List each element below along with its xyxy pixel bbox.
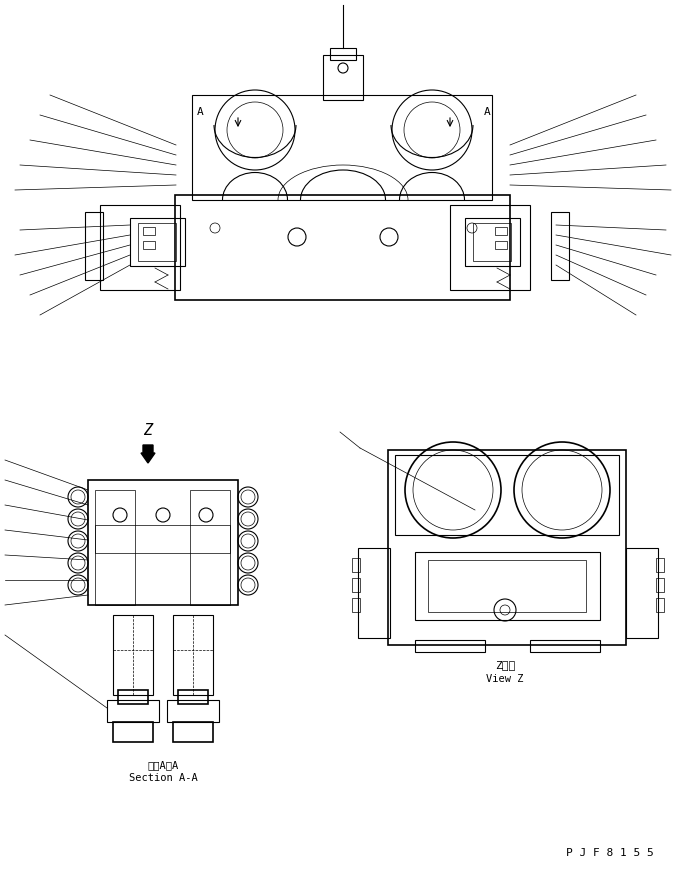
Text: A: A	[197, 107, 203, 117]
Bar	[143, 241, 155, 249]
Bar	[178, 690, 208, 704]
Bar	[143, 227, 155, 235]
Bar	[415, 640, 485, 652]
Bar	[167, 700, 219, 722]
Bar	[113, 615, 153, 695]
Bar	[88, 480, 238, 605]
Bar	[85, 212, 103, 280]
Text: Z: Z	[143, 422, 152, 437]
Text: Section A-A: Section A-A	[129, 773, 198, 783]
Bar	[358, 548, 390, 638]
Text: 断面A－A: 断面A－A	[147, 760, 178, 770]
Bar	[138, 223, 176, 261]
Bar	[173, 615, 213, 695]
Bar	[352, 598, 360, 612]
Bar	[450, 205, 530, 290]
Text: Z　視: Z 視	[495, 660, 515, 670]
Bar	[107, 700, 159, 722]
Bar	[530, 640, 600, 652]
Bar	[551, 212, 569, 280]
Bar	[118, 690, 148, 704]
Bar	[473, 223, 511, 261]
Text: P J F 8 1 5 5: P J F 8 1 5 5	[566, 848, 654, 858]
Bar	[656, 578, 664, 592]
Bar	[495, 227, 507, 235]
Bar	[626, 548, 658, 638]
Bar	[495, 241, 507, 249]
Text: A: A	[484, 107, 490, 117]
Bar	[465, 218, 520, 266]
Bar	[190, 490, 230, 605]
Bar	[352, 558, 360, 572]
Bar	[415, 552, 600, 620]
Bar	[428, 560, 586, 612]
Bar	[173, 722, 213, 742]
Bar	[352, 578, 360, 592]
Bar	[95, 525, 230, 553]
Text: View Z: View Z	[486, 674, 523, 684]
Bar	[100, 205, 180, 290]
Bar	[192, 95, 492, 200]
Bar	[395, 455, 619, 535]
Bar	[130, 218, 185, 266]
Bar	[656, 598, 664, 612]
Bar	[175, 195, 510, 300]
Bar	[323, 55, 363, 100]
Bar	[330, 48, 356, 60]
Bar	[95, 490, 135, 605]
Bar	[656, 558, 664, 572]
Bar	[388, 450, 626, 645]
FancyArrow shape	[141, 445, 155, 463]
Bar	[113, 722, 153, 742]
